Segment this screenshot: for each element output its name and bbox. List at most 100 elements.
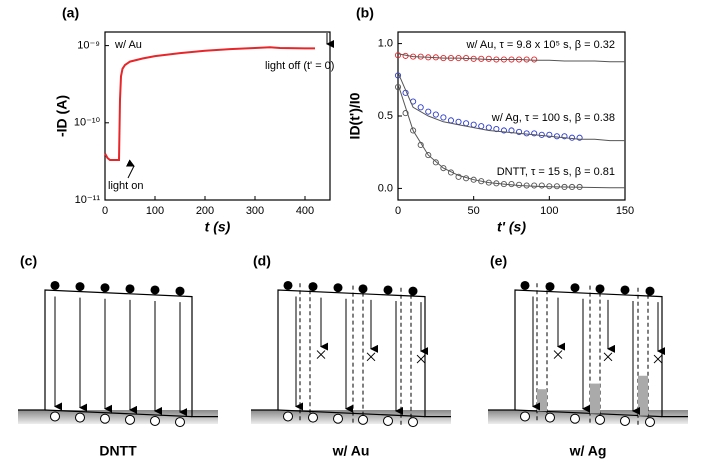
x-tick-label: 100: [146, 205, 164, 217]
data-point: [485, 124, 492, 131]
data-point: [500, 127, 507, 134]
electron: [358, 284, 368, 294]
x-mark: [416, 354, 426, 364]
y-axis-label: -ID (A): [54, 95, 70, 137]
hole: [175, 417, 185, 428]
hole: [645, 417, 655, 428]
series-label: DNTT, τ = 15 s, β = 0.81: [497, 166, 615, 178]
data-line: [104, 46, 315, 161]
hole: [125, 414, 135, 425]
series-label: w/ Au, τ = 9.8 x 10⁵ s, β = 0.32: [465, 39, 615, 51]
y-tick-label: 10⁻¹¹: [75, 194, 101, 206]
data-point: [538, 131, 545, 138]
panel-label: (e): [490, 253, 507, 269]
data-point: [440, 165, 447, 172]
y-tick-label: 10⁻⁹: [77, 40, 100, 52]
x-tick-label: 0: [395, 205, 401, 217]
data-point: [440, 114, 447, 121]
data-point: [531, 182, 538, 189]
data-point: [425, 108, 432, 115]
electron: [520, 280, 530, 290]
data-point: [402, 110, 409, 117]
x-tick-label: 100: [540, 205, 558, 217]
electron: [408, 286, 418, 296]
diagram-label: w/ Au: [332, 443, 370, 459]
electron: [50, 280, 60, 290]
x-axis-label: t' (s): [497, 219, 526, 235]
x-tick-label: 400: [296, 205, 314, 217]
hole: [333, 413, 343, 424]
y-tick-label: 0.5: [378, 110, 393, 122]
data-point: [478, 123, 485, 130]
data-point: [410, 127, 417, 134]
electron: [283, 280, 293, 290]
hole: [308, 412, 318, 423]
hole: [358, 414, 368, 425]
fit-line: [397, 72, 625, 142]
electron: [75, 282, 85, 292]
electron: [595, 284, 605, 294]
data-point: [516, 181, 523, 188]
x-tick-label: 200: [196, 205, 214, 217]
data-point: [553, 183, 560, 190]
x-mark: [653, 354, 663, 364]
y-tick-label: 10⁻¹⁰: [74, 117, 101, 129]
data-point: [561, 133, 568, 140]
hole: [383, 415, 393, 426]
electron: [645, 286, 655, 296]
electron: [125, 284, 135, 294]
data-point: [508, 181, 515, 188]
panel-label: (b): [356, 5, 374, 21]
fit-line: [397, 83, 626, 189]
panel-label: (c): [20, 253, 37, 269]
x-tick-label: 300: [246, 205, 264, 217]
substrate: [18, 410, 218, 424]
y-axis-label: ID(t')/I0: [347, 92, 363, 139]
x-tick-label: 50: [468, 205, 480, 217]
data-point: [531, 56, 538, 63]
data-point: [455, 118, 462, 125]
series-label: w/ Ag, τ = 100 s, β = 0.38: [491, 112, 615, 124]
data-point: [470, 121, 477, 128]
x-mark: [603, 352, 613, 362]
band: [488, 289, 688, 418]
data-point: [425, 152, 432, 159]
data-point: [455, 173, 462, 180]
trap-state: [537, 389, 547, 412]
fit-line: [397, 53, 625, 63]
electron: [100, 283, 110, 293]
data-point: [546, 131, 553, 138]
trap-state: [638, 375, 648, 416]
data-point: [463, 120, 470, 127]
hole: [408, 417, 418, 428]
x-axis-label: t (s): [205, 219, 231, 235]
data-point: [432, 111, 439, 118]
hole: [570, 413, 580, 424]
hole: [520, 411, 530, 422]
electron: [620, 285, 630, 295]
hole: [50, 411, 60, 422]
trap-state: [590, 383, 600, 414]
hole: [150, 415, 160, 426]
diagram-label: DNTT: [99, 443, 137, 459]
panel-label: (a): [62, 5, 79, 21]
y-tick-label: 1.0: [378, 37, 393, 49]
data-point: [432, 159, 439, 166]
arrow: [125, 159, 135, 179]
electron: [333, 283, 343, 293]
electron: [383, 285, 393, 295]
band-bottom: [44, 409, 193, 418]
data-point: [516, 128, 523, 135]
electron: [570, 283, 580, 293]
diagram-label: w/ Ag: [569, 443, 607, 459]
panel-label: (d): [253, 253, 271, 269]
annotation: light off (t' = 0): [265, 60, 334, 72]
electron: [150, 285, 160, 295]
x-mark: [553, 350, 563, 359]
electron: [308, 282, 318, 292]
data-point: [523, 130, 530, 137]
plot-frame: [104, 31, 331, 201]
hole: [100, 413, 110, 424]
annotation: w/ Au: [114, 39, 142, 51]
